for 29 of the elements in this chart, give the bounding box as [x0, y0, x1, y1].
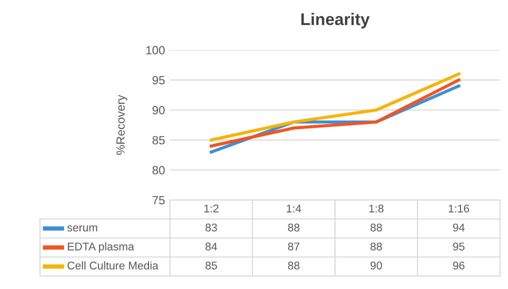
x-tick-label: 1:8 [369, 204, 384, 212]
y-tick-label: 90 [152, 106, 165, 114]
data-label: 83 [206, 224, 217, 232]
legend-label: EDTA plasma [68, 242, 134, 253]
y-tick-label: 100 [146, 46, 165, 54]
y-tick-label: 85 [152, 136, 165, 144]
legend-label: Cell Culture Media [68, 261, 158, 270]
x-tick-label: 1:16 [448, 204, 470, 212]
line-series [210, 72, 460, 142]
data-label: 88 [288, 224, 300, 232]
data-label: 85 [206, 262, 217, 270]
y-tick-label: 80 [152, 166, 165, 174]
line-series [210, 78, 460, 148]
data-label: 84 [206, 242, 218, 250]
data-label: 94 [453, 224, 465, 232]
x-tick-label: 1:4 [286, 204, 302, 212]
data-label: 88 [288, 262, 300, 270]
y-tick-label: 95 [152, 76, 165, 84]
data-label: 90 [370, 262, 382, 270]
data-label: 96 [453, 262, 464, 270]
y-axis-title: %Recovery [116, 94, 128, 155]
legend-label: serum [67, 225, 98, 232]
data-label: 88 [370, 242, 382, 250]
y-tick-label: 75 [152, 196, 165, 204]
data-label: 95 [453, 242, 464, 250]
data-label: 87 [288, 242, 300, 250]
chart-title: Linearity [301, 12, 370, 28]
data-label: 88 [370, 224, 382, 232]
x-tick-label: 1:2 [204, 204, 218, 212]
